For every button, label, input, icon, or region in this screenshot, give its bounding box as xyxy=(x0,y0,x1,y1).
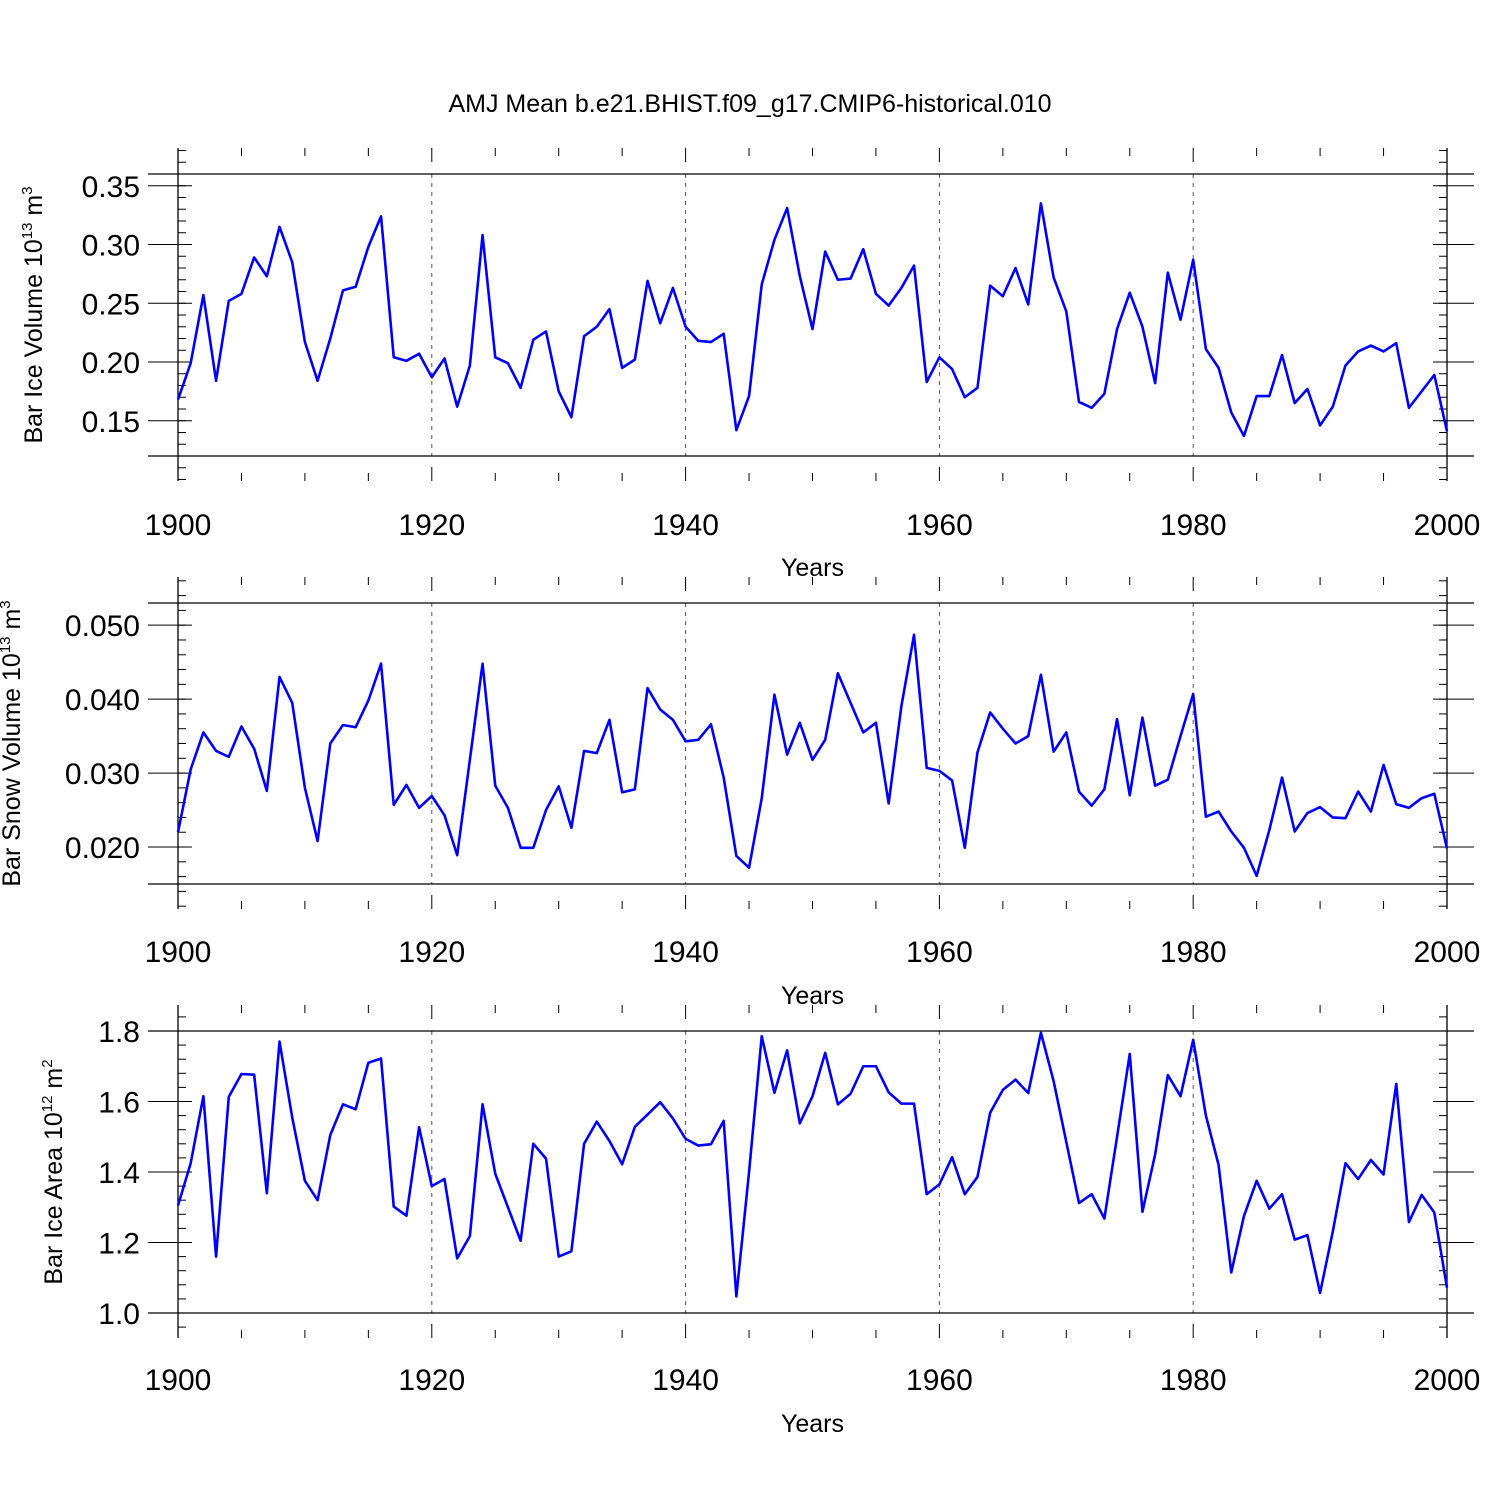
ice-volume-y-axis-title: Bar Ice Volume 1013 m3 xyxy=(19,186,48,443)
ice-volume-y-axis-title-unit: m xyxy=(20,195,48,223)
snow-volume-series-line xyxy=(176,633,1449,878)
ice-volume-panel: 0.15 0.20 0.25 0.30 0.35 1900 1920 1940 1960 1980… xyxy=(19,148,1480,582)
snow-volume-ytick-label: 0.020 xyxy=(65,832,140,865)
ice-volume-series-line xyxy=(176,202,1449,438)
ice-area-panel: 1.0 1.2 1.4 1.6 1.8 1900 1920 1940 1960 1980 2000 Y… xyxy=(39,1005,1480,1438)
ice-volume-y-axis-title-base: Bar Ice Volume 10 xyxy=(20,239,48,443)
ice-area-series-line xyxy=(176,1031,1449,1298)
snow-volume-ytick-label: 0.050 xyxy=(65,610,140,643)
ice-area-xtick-label: 1920 xyxy=(398,1364,465,1397)
ice-area-y-axis-title-base: Bar Ice Area 10 xyxy=(40,1112,68,1284)
ice-volume-ytick-label: 0.30 xyxy=(82,230,140,263)
ice-area-ytick-label: 1.6 xyxy=(98,1087,140,1120)
ice-area-xtick-label: 2000 xyxy=(1414,1364,1481,1397)
ice-volume-xtick-label: 1980 xyxy=(1160,509,1227,542)
ice-area-ytick-label: 1.8 xyxy=(98,1016,140,1049)
ice-volume-ytick-label: 0.15 xyxy=(82,406,140,439)
ice-volume-ytick-label: 0.25 xyxy=(82,288,140,321)
ice-volume-xtick-label: 2000 xyxy=(1414,509,1481,542)
ice-area-y-axis-title: Bar Ice Area 1012 m2 xyxy=(39,1059,68,1284)
ice-area-ytick-label: 1.4 xyxy=(98,1157,140,1190)
snow-volume-xtick-label: 1900 xyxy=(145,936,212,969)
ice-area-ytick-label: 1.2 xyxy=(98,1228,140,1261)
snow-volume-ytick-label: 0.030 xyxy=(65,758,140,791)
chart-title: AMJ Mean b.e21.BHIST.f09_g17.CMIP6-histo… xyxy=(448,90,1051,118)
snow-volume-xtick-label: 1980 xyxy=(1160,936,1227,969)
ice-volume-ytick-label: 0.35 xyxy=(82,171,140,204)
snow-volume-xtick-label: 1940 xyxy=(652,936,719,969)
ice-area-ytick-label: 1.0 xyxy=(98,1298,140,1331)
snow-volume-y-axis-title-unit-exponent: 3 xyxy=(0,600,14,608)
snow-volume-xtick-label: 1920 xyxy=(398,936,465,969)
ice-volume-xtick-label: 1960 xyxy=(906,509,973,542)
ice-area-y-axis-title-unit-exponent: 2 xyxy=(39,1059,56,1067)
ice-volume-y-axis-title-exponent: 13 xyxy=(19,223,36,240)
ice-area-x-axis-title: Years xyxy=(781,1410,844,1438)
ice-volume-xtick-label: 1900 xyxy=(145,509,212,542)
ice-area-y-axis-title-exponent: 12 xyxy=(39,1096,56,1113)
ice-volume-xtick-label: 1940 xyxy=(652,509,719,542)
ice-area-xtick-label: 1940 xyxy=(652,1364,719,1397)
snow-volume-y-axis-title-base: Bar Snow Volume 10 xyxy=(0,653,26,886)
snow-volume-xtick-label: 1960 xyxy=(906,936,973,969)
ice-volume-ytick-label: 0.20 xyxy=(82,347,140,380)
ice-volume-xtick-label: 1920 xyxy=(398,509,465,542)
snow-volume-y-axis-title-unit: m xyxy=(0,609,26,637)
snow-volume-y-axis-title: Bar Snow Volume 1013 m3 xyxy=(0,600,26,886)
ice-volume-y-axis-title-unit-exponent: 3 xyxy=(19,186,36,194)
ice-area-xtick-label: 1960 xyxy=(906,1364,973,1397)
ice-area-y-axis-title-unit: m xyxy=(40,1068,68,1096)
ice-area-xtick-label: 1900 xyxy=(145,1364,212,1397)
snow-volume-y-axis-title-exponent: 13 xyxy=(0,636,14,653)
snow-volume-xtick-label: 2000 xyxy=(1414,936,1481,969)
ice-area-xtick-label: 1980 xyxy=(1160,1364,1227,1397)
snow-volume-ytick-label: 0.040 xyxy=(65,684,140,717)
